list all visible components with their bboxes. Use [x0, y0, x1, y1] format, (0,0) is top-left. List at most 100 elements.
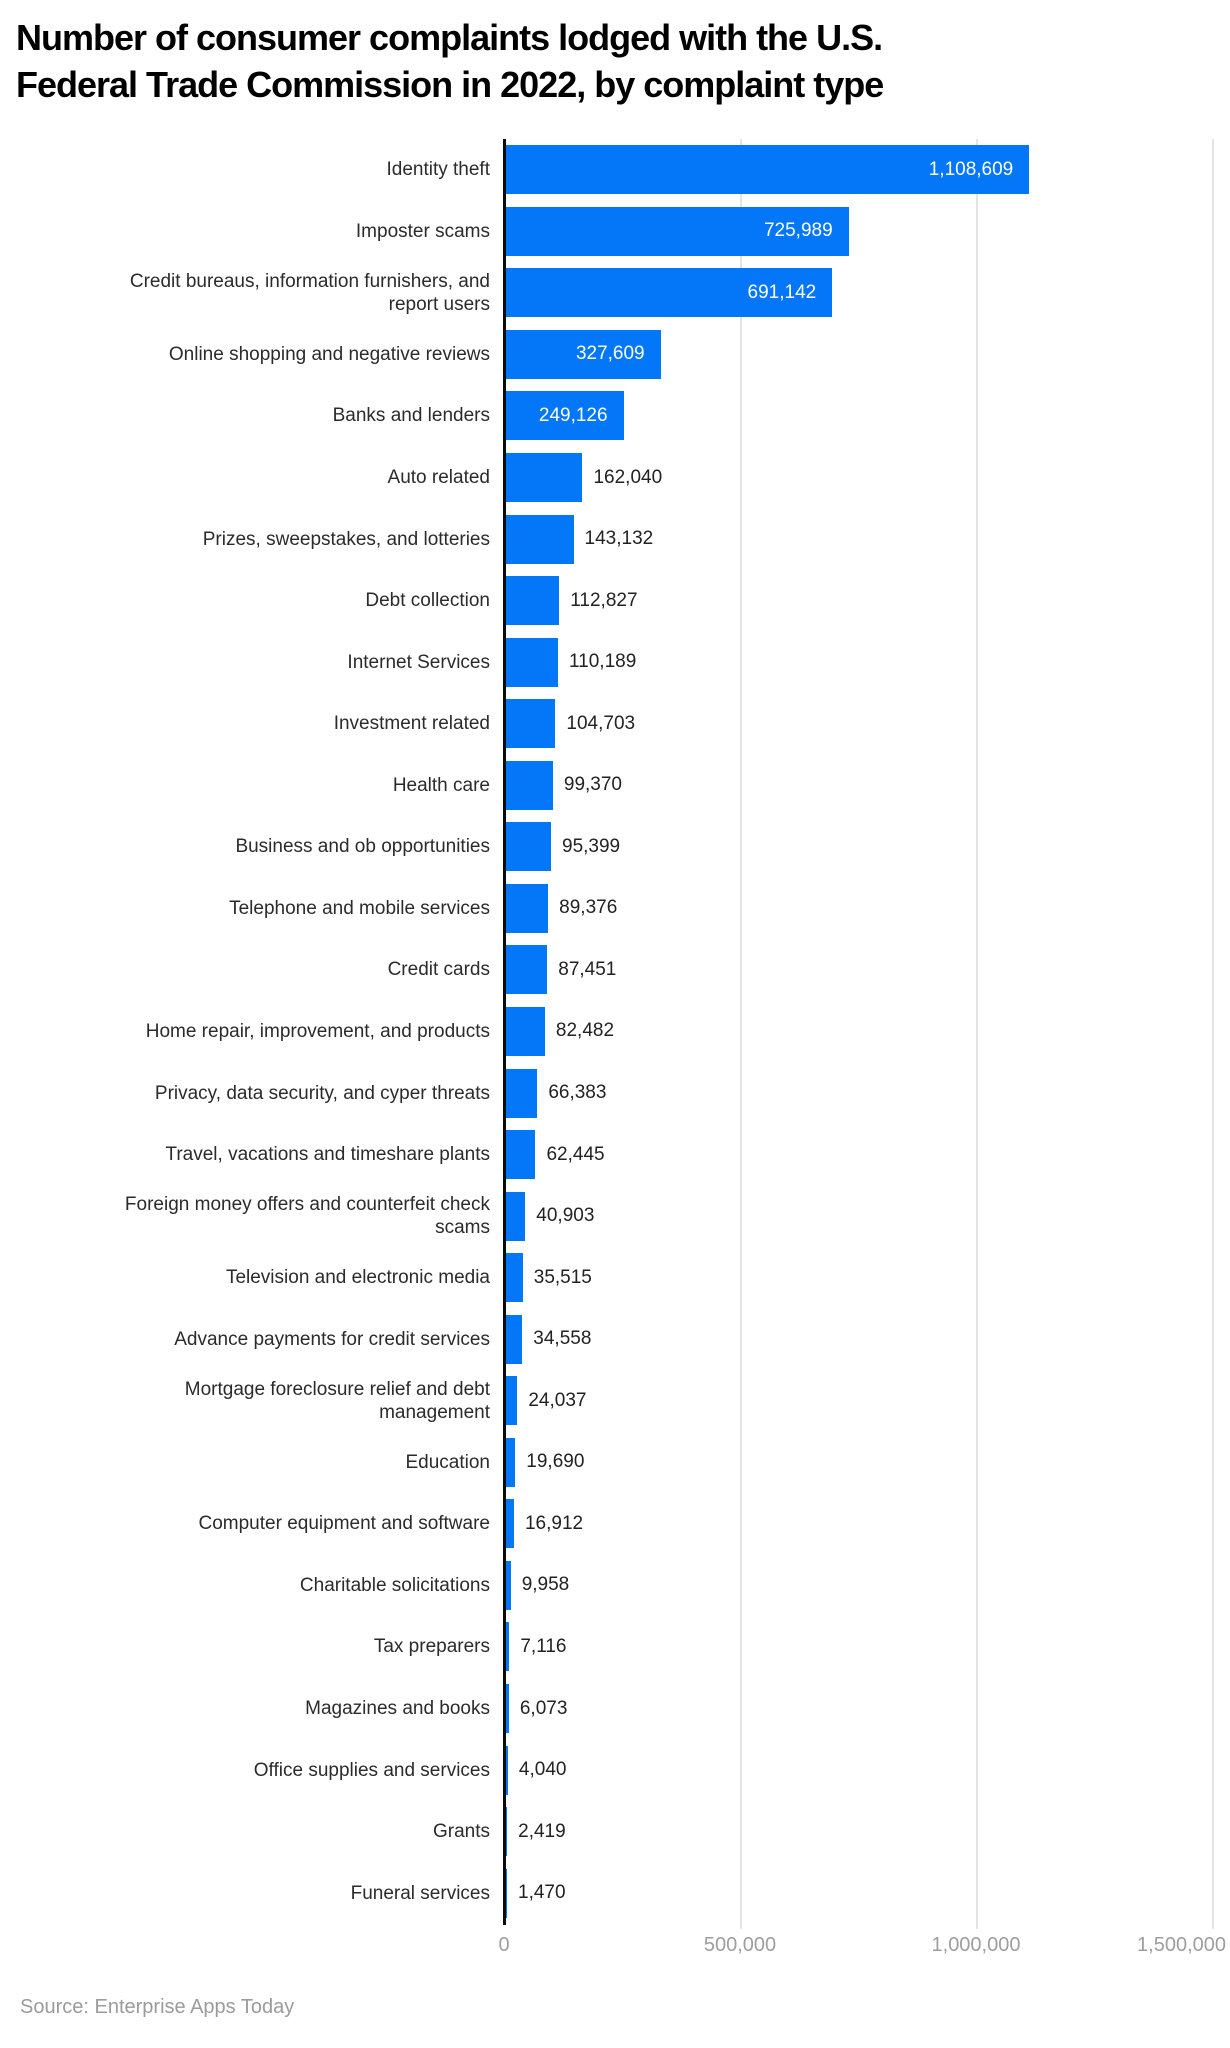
bar: [506, 514, 574, 564]
gridline-1000000: [976, 139, 978, 1929]
category-label: Credit cards: [387, 959, 490, 981]
category-label: Computer equipment and software: [198, 1513, 491, 1535]
gridline-500000: [740, 139, 742, 1929]
bar: [506, 1622, 510, 1672]
gridline-1500000: [1212, 139, 1214, 1929]
category-label: Privacy, data security, and cyper threat…: [154, 1082, 490, 1104]
bar: [506, 1560, 511, 1610]
value-label: 62,445: [546, 1143, 605, 1165]
bar-row: Prizes, sweepstakes, and lotteries 143,13…: [0, 508, 1230, 570]
value-label: 99,370: [563, 774, 623, 796]
value-label: 162,040: [593, 466, 663, 488]
bar-row: Banks and lenders 249,126: [0, 385, 1230, 447]
category-label: Business and ob opportunities: [235, 836, 490, 858]
value-label: 16,912: [524, 1512, 584, 1534]
bar-row: Telephone and mobile services 89,376: [0, 878, 1230, 940]
category-label: Auto related: [387, 467, 490, 489]
value-label: 24,037: [528, 1389, 587, 1411]
bar-row: Imposter scams 725,989: [0, 201, 1230, 263]
x-tick-label-1500000: 1,500,000: [1137, 1934, 1226, 1956]
chart-title: Number of consumer complaints lodged wit…: [16, 14, 1206, 108]
bar: [506, 1745, 508, 1795]
value-label: 66,383: [548, 1082, 607, 1104]
value-label: 1,108,609: [928, 158, 1014, 180]
value-label: 19,690: [526, 1451, 585, 1473]
value-label: 2,419: [518, 1820, 566, 1842]
category-label: Funeral services: [350, 1882, 490, 1904]
bar-row: Internet Services 110,189: [0, 631, 1230, 693]
category-label: Education: [405, 1451, 490, 1473]
bar: [506, 637, 558, 687]
bar: [506, 1314, 523, 1364]
category-label: Identity theft: [386, 159, 490, 181]
value-label: 4,040: [518, 1759, 567, 1781]
category-label: Foreign money offers and counterfeit che…: [124, 1194, 490, 1239]
value-label: 327,609: [575, 343, 645, 365]
category-label: Home repair, improvement, and products: [145, 1020, 490, 1042]
bar-row: Credit cards 87,451: [0, 939, 1230, 1001]
value-label: 40,903: [536, 1205, 595, 1227]
category-label: Office supplies and services: [253, 1759, 490, 1781]
bar-row: Office supplies and services 4,040: [0, 1739, 1230, 1801]
bar-row: Identity theft 1,108,609: [0, 139, 1230, 201]
value-label: 34,558: [533, 1328, 592, 1350]
value-label: 95,399: [562, 835, 621, 857]
bar: [506, 453, 583, 503]
category-label: Online shopping and negative reviews: [168, 343, 490, 365]
category-label: Telephone and mobile services: [229, 897, 490, 919]
x-tick-label-1000000: 1,000,000: [931, 1934, 1021, 1956]
category-label: Debt collection: [365, 590, 490, 612]
bar-row: Education 19,690: [0, 1432, 1230, 1494]
bar-row: Home repair, improvement, and products 82…: [0, 1001, 1230, 1063]
value-label: 7,116: [520, 1635, 567, 1657]
category-label: Prizes, sweepstakes, and lotteries: [202, 528, 490, 550]
bar: [506, 1807, 508, 1857]
bar: [506, 206, 849, 256]
bar: [506, 576, 560, 626]
bar: [506, 1006, 545, 1056]
bar-row: Advance payments for credit services 34,5…: [0, 1308, 1230, 1370]
bar: [506, 699, 556, 749]
x-tick-label-0: 0: [498, 1934, 510, 1956]
category-label: Imposter scams: [355, 220, 490, 242]
category-label: Credit bureaus, information furnishers, …: [129, 270, 490, 315]
bar-row: Credit bureaus, information furnishers, …: [0, 262, 1230, 324]
bar: [506, 1868, 507, 1918]
value-label: 104,703: [566, 712, 636, 734]
bar: [506, 268, 833, 318]
category-label: Health care: [392, 774, 490, 796]
chart-title-line-1: Number of consumer complaints lodged wit…: [16, 17, 883, 58]
bar: [506, 391, 624, 441]
bar: [506, 1253, 523, 1303]
bar-row: Television and electronic media 35,515: [0, 1247, 1230, 1309]
bar: [506, 822, 552, 872]
bar-row: Tax preparers 7,116: [0, 1616, 1230, 1678]
category-label: Travel, vacations and timeshare plants: [165, 1144, 490, 1166]
category-label: Investment related: [333, 713, 490, 735]
bar-row: Auto related 162,040: [0, 447, 1230, 509]
bar: [506, 1437, 516, 1487]
value-label: 249,126: [538, 404, 608, 426]
category-label: Grants: [432, 1821, 490, 1843]
value-label: 89,376: [559, 897, 618, 919]
chart-title-line-2: Federal Trade Commission in 2022, by com…: [16, 64, 884, 105]
category-label: Television and electronic media: [225, 1267, 490, 1289]
category-label: Advance payments for credit services: [174, 1328, 490, 1350]
category-label: Internet Services: [347, 651, 490, 673]
category-label: Banks and lenders: [332, 405, 490, 427]
value-label: 9,958: [521, 1574, 570, 1596]
bar-row: Mortgage foreclosure relief and debt man…: [0, 1370, 1230, 1432]
y-axis-line: [503, 139, 506, 1925]
bar-row: Funeral services 1,470: [0, 1862, 1230, 1924]
value-label: 6,073: [519, 1697, 568, 1719]
value-label: 35,515: [533, 1266, 592, 1288]
bar-row: Debt collection 112,827: [0, 570, 1230, 632]
category-label: Mortgage foreclosure relief and debt man…: [184, 1378, 490, 1423]
bar: [506, 1684, 509, 1734]
bar: [506, 760, 553, 810]
bar: [506, 1376, 518, 1426]
bar-row: Charitable solicitations 9,958: [0, 1555, 1230, 1617]
bar-row: Grants 2,419: [0, 1801, 1230, 1863]
category-label: Charitable solicitations: [299, 1574, 490, 1596]
